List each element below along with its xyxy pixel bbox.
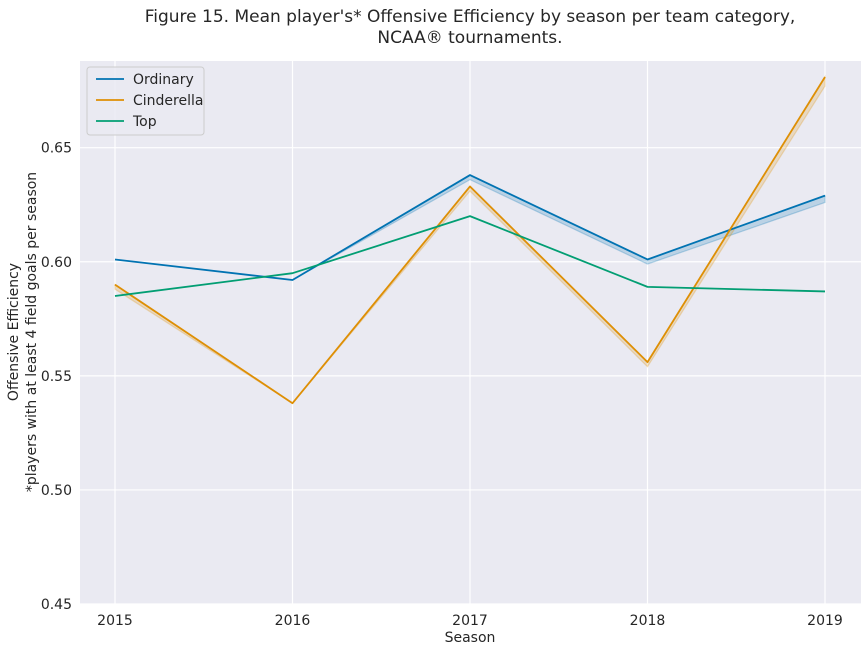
y-tick-label: 0.50	[41, 483, 72, 499]
legend-box	[86, 66, 205, 136]
chart-title-line-1: Figure 15. Mean player's* Offensive Effi…	[145, 7, 796, 27]
x-tick-label: 2015	[97, 613, 133, 629]
legend-label: Cinderella	[133, 93, 203, 109]
series-line	[114, 174, 826, 281]
legend: Ordinary Cinderella Top	[86, 66, 205, 136]
chart-title-line-2: NCAA® tournaments.	[377, 28, 562, 48]
series-line	[114, 76, 826, 405]
x-tick-label: 2017	[452, 613, 488, 629]
y-axis-label-line-2: *players with at least 4 field goals per…	[24, 172, 40, 492]
series-line	[114, 215, 826, 297]
x-tick-label: 2019	[807, 613, 843, 629]
grid	[80, 61, 861, 605]
y-tick-label: 0.60	[41, 255, 72, 271]
x-tick-label: 2018	[630, 613, 666, 629]
x-axis-label: Season	[445, 630, 496, 646]
y-tick-labels: 0.45 0.50 0.55 0.60 0.65	[41, 141, 72, 613]
y-axis-label-line-1: Offensive Efficiency	[6, 263, 22, 401]
y-tick-label: 0.55	[41, 369, 72, 385]
x-tick-labels: 2015 2016 2017 2018 2019	[97, 613, 843, 629]
y-tick-label: 0.45	[41, 597, 72, 613]
series-lines	[114, 76, 826, 405]
y-tick-label: 0.65	[41, 141, 72, 157]
legend-label: Top	[132, 114, 157, 130]
legend-label: Ordinary	[133, 72, 194, 88]
x-tick-label: 2016	[275, 613, 311, 629]
